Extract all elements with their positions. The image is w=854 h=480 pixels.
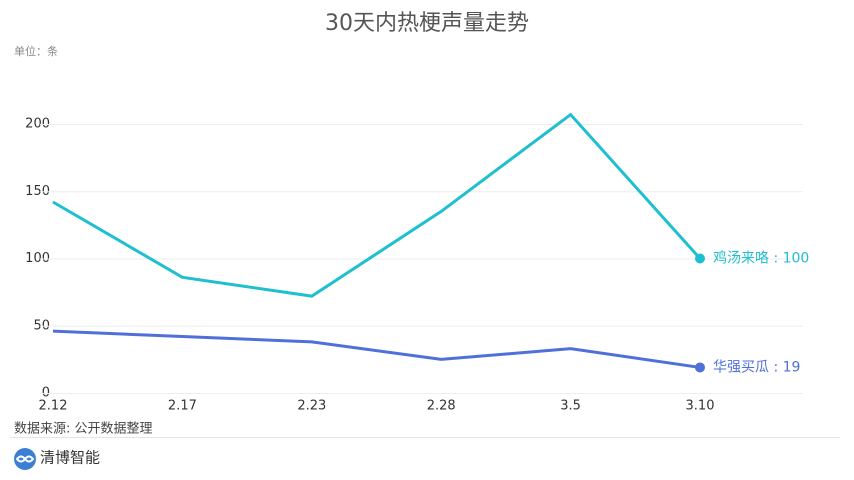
- y-tick-label: 150: [25, 184, 50, 199]
- x-tick-label: 3.10: [686, 399, 715, 414]
- chart-title: 30天内热梗声量走势: [325, 11, 529, 36]
- x-tick-label: 2.17: [168, 399, 197, 414]
- end-point: [695, 253, 705, 264]
- end-point: [695, 362, 705, 373]
- y-tick-label: 200: [25, 117, 50, 132]
- series-line: [52, 329, 701, 369]
- series-line: [52, 112, 702, 298]
- x-tick-label: 2.23: [297, 399, 326, 414]
- y-tick-label: 100: [25, 251, 50, 266]
- logo-icon: [14, 448, 36, 470]
- x-tick-label: 3.5: [560, 399, 581, 414]
- end-label: 鸡汤来咯 : 100: [713, 250, 809, 267]
- logo-text: 清博智能: [40, 449, 100, 467]
- x-tick-label: 2.12: [39, 399, 68, 414]
- source-note: 数据来源: 公开数据整理: [14, 422, 153, 437]
- x-tick-label: 2.28: [427, 399, 456, 414]
- unit-label: 单位：条: [14, 44, 58, 58]
- end-label: 华强买瓜 : 19: [713, 359, 800, 375]
